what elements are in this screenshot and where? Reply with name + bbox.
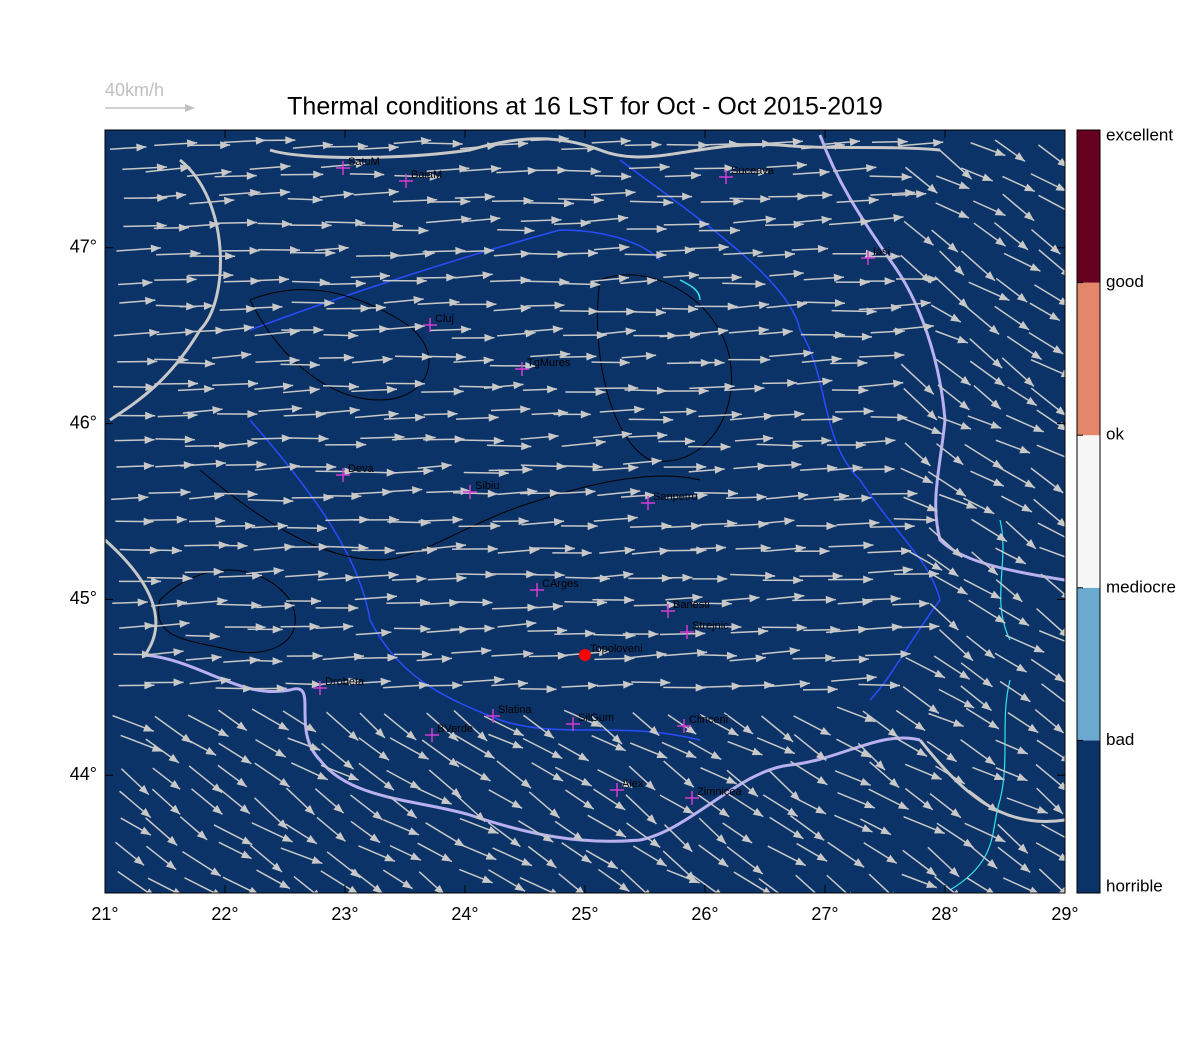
scale-label: 40km/h bbox=[105, 80, 164, 100]
x-tick-label: 29° bbox=[1051, 904, 1078, 924]
y-tick-label: 46° bbox=[70, 412, 97, 432]
colorbar-label: excellent bbox=[1106, 125, 1173, 144]
colorbar-segment bbox=[1077, 283, 1100, 436]
city-label: SatuM bbox=[348, 156, 380, 168]
colorbar-segment bbox=[1077, 588, 1100, 741]
y-tick-label: 47° bbox=[70, 237, 97, 257]
city-label: Zimnicea bbox=[697, 786, 743, 798]
colorbar-label: horrible bbox=[1106, 876, 1163, 895]
city-label: Topoloveni bbox=[590, 643, 643, 655]
wind-arrow-head bbox=[1066, 639, 1077, 646]
city-label: Slatina bbox=[498, 704, 533, 716]
city-label: Deva bbox=[348, 463, 375, 475]
colorbar-label: mediocre bbox=[1106, 577, 1176, 596]
city-label: BVerde bbox=[437, 723, 473, 735]
city-label: SilGum bbox=[578, 712, 614, 724]
city-label: Drobeta bbox=[325, 676, 365, 688]
wind-arrow-head bbox=[1065, 700, 1075, 709]
city-label: Sanpetru bbox=[653, 491, 698, 503]
x-tick-label: 24° bbox=[451, 904, 478, 924]
city-label: Suceava bbox=[731, 165, 775, 177]
x-tick-label: 28° bbox=[931, 904, 958, 924]
city-label: BaiaM bbox=[411, 169, 442, 181]
city-label: Sibiu bbox=[475, 480, 499, 492]
x-tick-label: 23° bbox=[331, 904, 358, 924]
colorbar-segment bbox=[1077, 130, 1100, 283]
colorbar: horrible bad mediocre ok good excellent bbox=[1077, 125, 1176, 895]
x-tick-label: 26° bbox=[691, 904, 718, 924]
x-tick-label: 21° bbox=[91, 904, 118, 924]
title: Thermal conditions at 16 LST for Oct - O… bbox=[287, 93, 883, 121]
city-label: Banesti bbox=[673, 599, 710, 611]
wind-arrow-head bbox=[1064, 534, 1075, 542]
city-label: TgMures bbox=[527, 357, 571, 369]
y-tick-label: 45° bbox=[70, 588, 97, 608]
city-label: Alex bbox=[622, 778, 644, 790]
x-tick-label: 25° bbox=[571, 904, 598, 924]
x-tick-label: 22° bbox=[211, 904, 238, 924]
city-label: Strejnic bbox=[692, 620, 729, 632]
colorbar-label: ok bbox=[1106, 425, 1124, 444]
x-tick-label: 27° bbox=[811, 904, 838, 924]
colorbar-segment bbox=[1077, 740, 1100, 893]
city-label: Iasi bbox=[873, 246, 890, 258]
wind-arrow-head bbox=[780, 893, 790, 902]
city-label: Cluj bbox=[435, 313, 454, 325]
city-label: CArges bbox=[542, 578, 579, 590]
scale-arrow-head bbox=[185, 104, 195, 112]
y-tick-label: 44° bbox=[70, 764, 97, 784]
colorbar-label: bad bbox=[1106, 730, 1134, 749]
city-label: Clinceni bbox=[689, 714, 728, 726]
colorbar-segment bbox=[1077, 435, 1100, 588]
wind-arrow-head bbox=[1065, 207, 1076, 215]
colorbar-label: good bbox=[1106, 272, 1144, 291]
